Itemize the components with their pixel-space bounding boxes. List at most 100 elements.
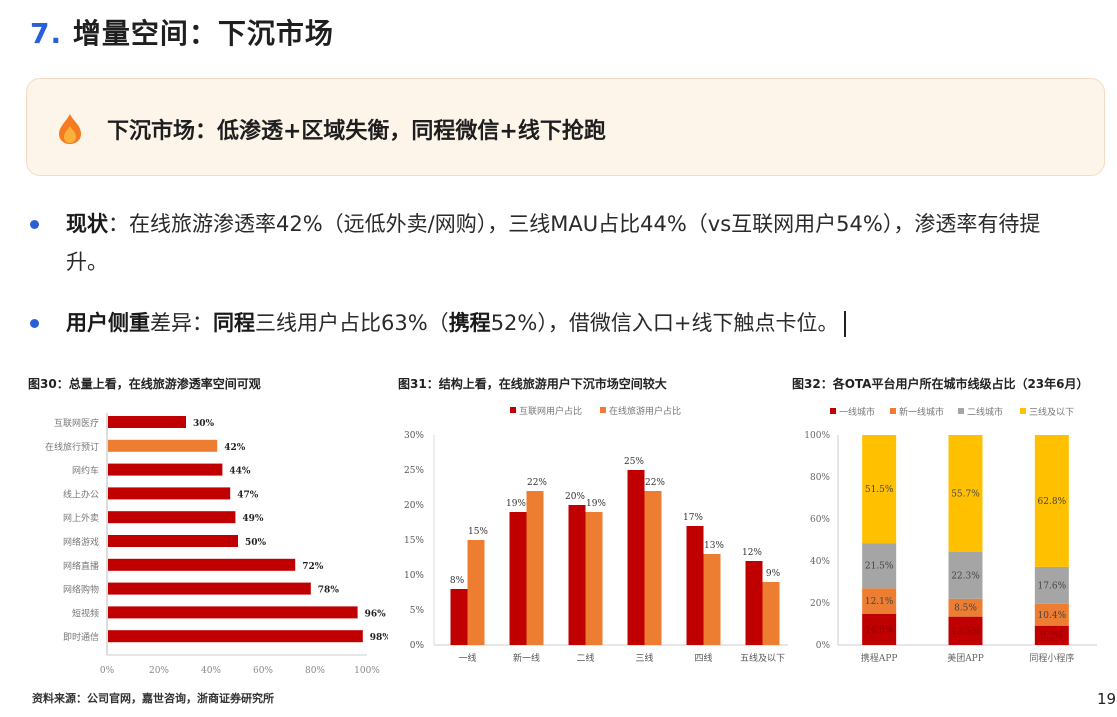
- chart-fig30-plot: 互联网医疗 30% 在线旅行预订 42% 网约车 44% 线上办公 47% 网上外卖 49% 网络游…: [45, 413, 388, 675]
- svg-text:21.5%: 21.5%: [865, 562, 894, 572]
- bullet-dot: [30, 220, 39, 229]
- bar: [762, 582, 780, 645]
- chart-fig30: 图30：总量上看，在线旅游渗透率空间可观 互联网医疗 30% 在线旅行预订 42% 网约…: [28, 365, 388, 685]
- svg-text:二线: 二线: [576, 652, 594, 664]
- stacked-bar-segment: [862, 588, 897, 614]
- svg-text:98%: 98%: [370, 633, 388, 643]
- svg-text:25%: 25%: [624, 457, 644, 467]
- svg-text:17%: 17%: [683, 513, 703, 523]
- svg-text:在线旅游用户占比: 在线旅游用户占比: [609, 405, 681, 417]
- svg-text:网络购物: 网络购物: [63, 584, 99, 596]
- svg-text:8.5%: 8.5%: [954, 604, 977, 614]
- svg-text:30%: 30%: [193, 419, 215, 429]
- bar: [108, 463, 223, 476]
- svg-text:42%: 42%: [224, 443, 246, 453]
- page-title: 7. 增量空间：下沉市场: [30, 12, 334, 52]
- svg-text:9.2%: 9.2%: [1040, 631, 1063, 641]
- svg-text:40%: 40%: [201, 666, 221, 675]
- bullet-bold: 用户侧重: [66, 311, 150, 335]
- svg-text:线上办公: 线上办公: [63, 488, 99, 500]
- svg-text:100%: 100%: [354, 666, 380, 675]
- svg-text:40%: 40%: [810, 557, 830, 567]
- svg-text:0%: 0%: [100, 666, 115, 675]
- svg-text:13%: 13%: [704, 541, 724, 551]
- svg-text:网上外卖: 网上外卖: [63, 512, 99, 524]
- svg-text:17.6%: 17.6%: [1038, 581, 1067, 591]
- svg-text:44%: 44%: [229, 467, 251, 477]
- bullet-bold: 现状: [66, 212, 108, 236]
- svg-text:9%: 9%: [766, 569, 781, 579]
- svg-text:62.8%: 62.8%: [1038, 497, 1067, 507]
- bullet-user-difference: 用户侧重差异：同程三线用户占比63%（携程52%），借微信入口+线下触点卡位。: [30, 304, 1076, 342]
- svg-text:14.9%: 14.9%: [865, 625, 894, 635]
- bar: [108, 416, 186, 428]
- svg-text:19%: 19%: [506, 499, 526, 509]
- svg-text:美团APP: 美团APP: [947, 652, 984, 664]
- svg-text:20%: 20%: [565, 492, 585, 502]
- bar: [526, 491, 544, 645]
- svg-text:一线城市: 一线城市: [839, 406, 875, 418]
- svg-text:49%: 49%: [242, 514, 264, 524]
- stacked-bar-segment: [1034, 435, 1069, 567]
- svg-text:47%: 47%: [237, 490, 259, 500]
- svg-text:80%: 80%: [305, 666, 325, 675]
- svg-text:60%: 60%: [253, 666, 273, 675]
- source-note: 资料来源：公司官网，嘉世咨询，浙商证券研究所: [32, 692, 274, 705]
- flame-icon: [59, 114, 81, 144]
- svg-text:四线: 四线: [694, 652, 712, 664]
- svg-text:22%: 22%: [527, 478, 547, 488]
- stacked-bar-segment: [948, 551, 983, 599]
- bar: [585, 512, 603, 645]
- bar: [509, 512, 527, 645]
- svg-text:50%: 50%: [245, 538, 267, 548]
- stacked-bar-segment: [948, 435, 983, 552]
- bullet-bold: 同程: [213, 311, 255, 335]
- svg-text:20%: 20%: [149, 666, 169, 675]
- bullet-dot: [30, 319, 39, 328]
- bar: [108, 606, 358, 619]
- svg-text:12%: 12%: [742, 548, 762, 558]
- svg-text:网约车: 网约车: [72, 465, 99, 477]
- svg-text:10.4%: 10.4%: [1038, 611, 1067, 621]
- svg-text:网络游戏: 网络游戏: [63, 536, 99, 548]
- svg-text:80%: 80%: [810, 473, 830, 483]
- chart-title: 图30：总量上看，在线旅游渗透率空间可观: [28, 377, 261, 391]
- svg-text:19%: 19%: [586, 499, 606, 509]
- bar: [745, 561, 763, 645]
- bullet-status: 现状：在线旅游渗透率42%（远低外卖/网购），三线MAU占比44%（vs互联网用…: [30, 205, 1076, 281]
- svg-text:55.7%: 55.7%: [951, 489, 980, 499]
- svg-text:0%: 0%: [816, 641, 831, 651]
- svg-text:78%: 78%: [318, 586, 340, 596]
- bar: [703, 554, 721, 645]
- stacked-bar-segment: [1034, 625, 1069, 645]
- stacked-bar-segment: [948, 598, 983, 617]
- bar: [108, 558, 296, 571]
- chart-fig31-plot: 互联网用户占比 在线旅游用户占比 0% 5% 10% 15% 20% 25% 30% 8% 15% 一…: [404, 405, 788, 664]
- svg-text:五线及以下: 五线及以下: [740, 652, 785, 664]
- svg-text:13.5%: 13.5%: [951, 627, 980, 637]
- stacked-bar-segment: [862, 613, 897, 645]
- svg-text:96%: 96%: [365, 609, 387, 619]
- bar: [686, 526, 704, 645]
- bar: [108, 511, 236, 524]
- bar: [644, 491, 662, 645]
- section-title: 增量空间：下沉市场: [72, 17, 334, 50]
- chart-title: 图31：结构上看，在线旅游用户下沉市场空间较大: [398, 377, 667, 391]
- chart-fig32: 图32：各OTA平台用户所在城市线级占比（23年6月） 一线城市 新一线城市 二线城…: [792, 365, 1117, 685]
- svg-text:0%: 0%: [410, 641, 425, 651]
- svg-text:20%: 20%: [404, 501, 424, 511]
- bar: [108, 535, 238, 547]
- bar: [467, 540, 485, 645]
- chart-title: 图32：各OTA平台用户所在城市线级占比（23年6月）: [792, 377, 1089, 391]
- bar: [450, 589, 468, 645]
- bar: [108, 582, 311, 595]
- svg-text:网络直播: 网络直播: [63, 560, 99, 572]
- bar: [627, 470, 645, 645]
- svg-text:三线: 三线: [635, 652, 653, 664]
- svg-text:5%: 5%: [410, 606, 425, 616]
- svg-text:100%: 100%: [804, 431, 830, 441]
- bullet-bold: 携程: [448, 311, 491, 335]
- svg-text:30%: 30%: [404, 431, 424, 441]
- svg-text:三线及以下: 三线及以下: [1029, 406, 1074, 418]
- bullet-text: 52%），借微信入口+线下触点卡位。: [490, 311, 839, 335]
